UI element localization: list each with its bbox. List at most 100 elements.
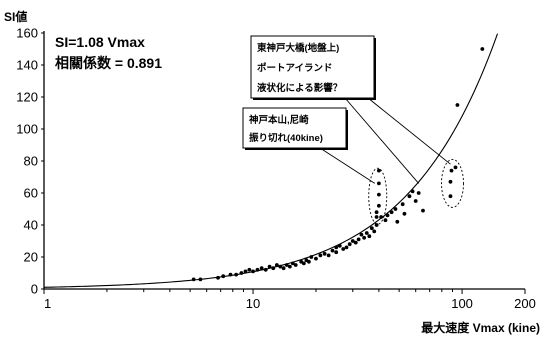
data-point-32 bbox=[334, 250, 339, 255]
data-point-50 bbox=[376, 203, 381, 208]
callout-40kine-line-0: 神戸本山,尼崎 bbox=[249, 114, 309, 126]
data-point-37 bbox=[347, 242, 352, 247]
x-tick-label-1: 1 bbox=[44, 296, 51, 311]
data-point-6 bbox=[239, 271, 244, 275]
data-point-35 bbox=[341, 247, 346, 251]
callout-port-island-line-1: ポートアイランド bbox=[257, 62, 333, 74]
data-point-8 bbox=[247, 267, 252, 272]
data-point-57 bbox=[389, 210, 394, 215]
data-point-53 bbox=[376, 168, 381, 173]
y-tick-label-60: 60 bbox=[24, 186, 38, 201]
data-point-0 bbox=[191, 277, 196, 282]
highlight-ellipse-port-island bbox=[441, 158, 464, 208]
callout-port-island-box bbox=[250, 35, 375, 99]
data-point-44 bbox=[367, 234, 372, 239]
data-point-1 bbox=[198, 277, 203, 282]
axes bbox=[43, 31, 525, 290]
data-point-28 bbox=[318, 253, 323, 258]
data-point-3 bbox=[221, 274, 226, 279]
data-point-40 bbox=[356, 237, 361, 242]
data-points bbox=[191, 47, 485, 282]
data-point-19 bbox=[287, 264, 292, 269]
data-point-20 bbox=[290, 261, 295, 266]
x-tick-label-10: 10 bbox=[246, 296, 260, 311]
data-point-48 bbox=[374, 215, 379, 219]
callout-40kine-box bbox=[242, 107, 347, 149]
data-point-16 bbox=[278, 264, 283, 269]
data-point-71 bbox=[455, 103, 460, 107]
x-tick-label-100: 100 bbox=[451, 296, 473, 311]
highlight-ellipse-40kine bbox=[368, 167, 388, 225]
data-point-13 bbox=[267, 264, 272, 269]
data-point-26 bbox=[309, 255, 314, 259]
data-point-33 bbox=[334, 245, 339, 250]
data-point-15 bbox=[274, 263, 279, 267]
data-point-62 bbox=[407, 194, 412, 199]
data-point-7 bbox=[243, 269, 248, 274]
y-axis-title: SI値 bbox=[4, 9, 27, 24]
y-tick-label-100: 100 bbox=[16, 122, 38, 137]
data-point-11 bbox=[259, 266, 264, 271]
data-point-23 bbox=[301, 261, 306, 266]
data-point-58 bbox=[393, 207, 398, 211]
data-point-65 bbox=[416, 191, 421, 195]
axis-ticks: 0 20 40 60 80 100 120 140 160 1 10 100 200 bbox=[16, 26, 536, 312]
data-point-72 bbox=[480, 47, 485, 51]
data-point-47 bbox=[374, 223, 379, 227]
data-point-70 bbox=[453, 165, 458, 170]
data-point-2 bbox=[216, 275, 220, 280]
data-point-25 bbox=[306, 259, 311, 264]
data-point-56 bbox=[385, 213, 390, 218]
data-point-12 bbox=[263, 267, 268, 272]
data-point-59 bbox=[395, 219, 400, 224]
data-point-5 bbox=[234, 272, 239, 277]
callout-40kine-line-1: 振り切れ(40kine) bbox=[249, 132, 323, 144]
data-point-10 bbox=[255, 267, 260, 272]
data-point-31 bbox=[330, 248, 335, 253]
data-point-60 bbox=[400, 202, 405, 207]
data-point-61 bbox=[402, 211, 407, 216]
data-point-34 bbox=[337, 243, 342, 248]
callout-40kine-leader-0 bbox=[319, 147, 375, 184]
data-point-39 bbox=[353, 240, 358, 245]
data-point-66 bbox=[421, 208, 425, 213]
data-point-38 bbox=[350, 239, 355, 243]
fit-formula-text: SI=1.08 Vmax bbox=[55, 34, 145, 50]
callout-port-island-line-2: 液状化による影響？ bbox=[257, 82, 342, 94]
y-tick-label-120: 120 bbox=[16, 90, 38, 105]
y-tick-label-0: 0 bbox=[31, 282, 38, 297]
data-point-69 bbox=[449, 168, 454, 173]
x-tick-label-200: 200 bbox=[514, 296, 536, 311]
data-point-68 bbox=[448, 179, 453, 184]
data-point-4 bbox=[228, 272, 233, 277]
correlation-text: 相關係数 = 0.891 bbox=[55, 55, 162, 71]
y-tick-label-160: 160 bbox=[16, 26, 38, 41]
data-point-54 bbox=[379, 215, 384, 219]
y-tick-label-140: 140 bbox=[16, 58, 38, 73]
y-tick-label-20: 20 bbox=[24, 250, 38, 265]
y-tick-label-80: 80 bbox=[24, 154, 38, 169]
data-point-18 bbox=[284, 263, 289, 267]
x-axis-title: 最大速度 Vmax (kine) bbox=[421, 320, 540, 335]
data-point-52 bbox=[376, 181, 381, 186]
data-point-14 bbox=[271, 266, 276, 271]
data-point-42 bbox=[362, 235, 367, 240]
data-point-46 bbox=[372, 229, 377, 234]
data-point-49 bbox=[374, 210, 379, 215]
data-point-45 bbox=[369, 226, 374, 231]
data-point-17 bbox=[281, 266, 286, 271]
data-point-41 bbox=[359, 232, 364, 237]
data-point-51 bbox=[376, 192, 381, 197]
data-point-29 bbox=[322, 251, 327, 256]
data-point-55 bbox=[383, 218, 388, 223]
data-point-30 bbox=[326, 253, 331, 258]
data-point-63 bbox=[410, 189, 415, 194]
callout-port-island-line-0: 東神戸大橋(地盤上) bbox=[256, 42, 339, 54]
data-point-64 bbox=[413, 199, 418, 203]
callout-port-island-leader-1 bbox=[367, 97, 451, 165]
data-point-21 bbox=[293, 263, 298, 267]
